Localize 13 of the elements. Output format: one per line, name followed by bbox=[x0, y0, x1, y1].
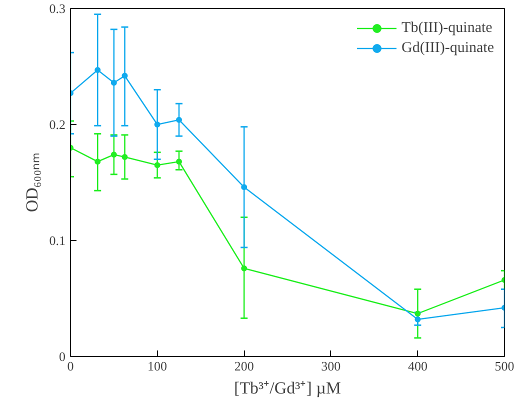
legend-label: Tb(III)-quinate bbox=[402, 20, 492, 36]
y-axis-title: OD₆₀₀ₙₘ bbox=[22, 152, 42, 212]
y-tick-label: 0.1 bbox=[49, 233, 66, 248]
x-tick-label: 500 bbox=[494, 358, 514, 374]
y-tick-label: 0.2 bbox=[49, 117, 66, 132]
x-axis-title: [Tb³⁺/Gd³⁺] µM bbox=[234, 378, 342, 398]
x-tick-label: 100 bbox=[148, 358, 168, 374]
legend-label: Gd(III)-quinate bbox=[402, 40, 494, 56]
x-tick-label: 300 bbox=[321, 358, 341, 374]
x-tick-label: 400 bbox=[408, 358, 428, 374]
y-tick-label: 0.3 bbox=[49, 1, 66, 16]
x-tick-label: 200 bbox=[234, 358, 254, 374]
y-tick-label: 0 bbox=[59, 349, 66, 364]
